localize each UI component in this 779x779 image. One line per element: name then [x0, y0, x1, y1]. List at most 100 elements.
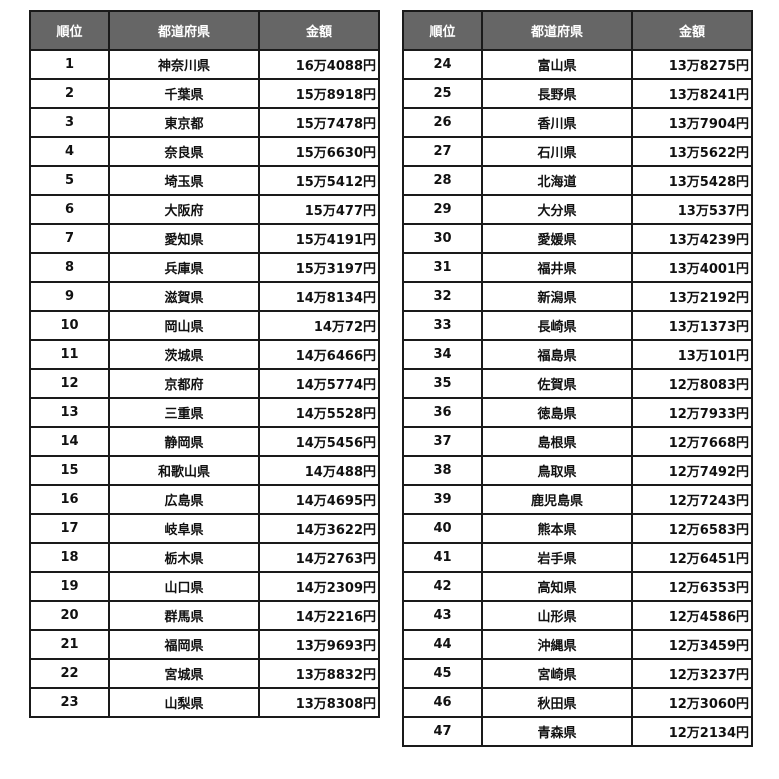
table-row: 40 熊本県 12万6583円	[402, 513, 753, 544]
header-row: 順位 都道府県 金額	[29, 10, 380, 51]
amount-cell: 14万72円	[258, 310, 380, 341]
table-row: 8 兵庫県 15万3197円	[29, 252, 380, 283]
amount-cell: 12万6451円	[631, 542, 753, 573]
amount-cell: 13万8241円	[631, 78, 753, 109]
table-row: 1 神奈川県 16万4088円	[29, 49, 380, 80]
table-row: 14 静岡県 14万5456円	[29, 426, 380, 457]
rank-cell: 39	[402, 484, 483, 515]
rank-cell: 4	[29, 136, 110, 167]
prefecture-cell: 熊本県	[481, 513, 633, 544]
amount-cell: 12万7668円	[631, 426, 753, 457]
rank-cell: 31	[402, 252, 483, 283]
table-row: 35 佐賀県 12万8083円	[402, 368, 753, 399]
amount-cell: 16万4088円	[258, 49, 380, 80]
amount-cell: 14万2309円	[258, 571, 380, 602]
amount-cell: 13万5622円	[631, 136, 753, 167]
prefecture-cell: 沖縄県	[481, 629, 633, 660]
amount-cell: 12万6583円	[631, 513, 753, 544]
prefecture-cell: 奈良県	[108, 136, 260, 167]
amount-cell: 12万3459円	[631, 629, 753, 660]
prefecture-cell: 秋田県	[481, 687, 633, 718]
prefecture-cell: 長野県	[481, 78, 633, 109]
amount-cell: 13万4001円	[631, 252, 753, 283]
ranking-table-left: 順位 都道府県 金額 1 神奈川県 16万4088円 2 千葉県 15万8918円 3 東京都…	[29, 10, 380, 718]
table-row: 41 岩手県 12万6451円	[402, 542, 753, 573]
prefecture-cell: 岐阜県	[108, 513, 260, 544]
table-row: 34 福島県 13万101円	[402, 339, 753, 370]
prefecture-cell: 三重県	[108, 397, 260, 428]
rank-cell: 21	[29, 629, 110, 660]
rank-cell: 5	[29, 165, 110, 196]
prefecture-cell: 徳島県	[481, 397, 633, 428]
prefecture-cell: 新潟県	[481, 281, 633, 312]
amount-cell: 14万4695円	[258, 484, 380, 515]
table-row: 44 沖縄県 12万3459円	[402, 629, 753, 660]
table-row: 33 長崎県 13万1373円	[402, 310, 753, 341]
prefecture-cell: 長崎県	[481, 310, 633, 341]
table-row: 11 茨城県 14万6466円	[29, 339, 380, 370]
table-row: 5 埼玉県 15万5412円	[29, 165, 380, 196]
prefecture-cell: 大分県	[481, 194, 633, 225]
rank-cell: 45	[402, 658, 483, 689]
table-row: 2 千葉県 15万8918円	[29, 78, 380, 109]
amount-cell: 15万3197円	[258, 252, 380, 283]
table-row: 37 島根県 12万7668円	[402, 426, 753, 457]
rank-cell: 42	[402, 571, 483, 602]
rank-cell: 11	[29, 339, 110, 370]
rank-cell: 24	[402, 49, 483, 80]
prefecture-cell: 和歌山県	[108, 455, 260, 486]
amount-cell: 12万7243円	[631, 484, 753, 515]
prefecture-cell: 鹿児島県	[481, 484, 633, 515]
table-row: 47 青森県 12万2134円	[402, 716, 753, 747]
rank-cell: 13	[29, 397, 110, 428]
header-prefecture: 都道府県	[108, 10, 260, 51]
table-row: 18 栃木県 14万2763円	[29, 542, 380, 573]
amount-cell: 12万6353円	[631, 571, 753, 602]
rank-cell: 9	[29, 281, 110, 312]
table-row: 45 宮崎県 12万3237円	[402, 658, 753, 689]
prefecture-cell: 山梨県	[108, 687, 260, 718]
ranking-table-right: 順位 都道府県 金額 24 富山県 13万8275円 25 長野県 13万8241円 26 香…	[402, 10, 753, 747]
prefecture-cell: 福岡県	[108, 629, 260, 660]
prefecture-cell: 千葉県	[108, 78, 260, 109]
prefecture-cell: 山形県	[481, 600, 633, 631]
amount-cell: 12万7933円	[631, 397, 753, 428]
prefecture-cell: 広島県	[108, 484, 260, 515]
table-row: 4 奈良県 15万6630円	[29, 136, 380, 167]
prefecture-cell: 大阪府	[108, 194, 260, 225]
amount-cell: 15万7478円	[258, 107, 380, 138]
rank-cell: 37	[402, 426, 483, 457]
rank-cell: 17	[29, 513, 110, 544]
prefecture-cell: 石川県	[481, 136, 633, 167]
prefecture-cell: 福井県	[481, 252, 633, 283]
amount-cell: 14万3622円	[258, 513, 380, 544]
rank-cell: 33	[402, 310, 483, 341]
table-row: 39 鹿児島県 12万7243円	[402, 484, 753, 515]
rank-cell: 40	[402, 513, 483, 544]
amount-cell: 13万2192円	[631, 281, 753, 312]
amount-cell: 13万8275円	[631, 49, 753, 80]
rank-cell: 18	[29, 542, 110, 573]
prefecture-cell: 京都府	[108, 368, 260, 399]
rank-cell: 3	[29, 107, 110, 138]
prefecture-cell: 兵庫県	[108, 252, 260, 283]
amount-cell: 12万8083円	[631, 368, 753, 399]
prefecture-cell: 埼玉県	[108, 165, 260, 196]
rank-cell: 36	[402, 397, 483, 428]
prefecture-cell: 愛媛県	[481, 223, 633, 254]
amount-cell: 15万5412円	[258, 165, 380, 196]
table-row: 22 宮城県 13万8832円	[29, 658, 380, 689]
rank-cell: 30	[402, 223, 483, 254]
prefecture-cell: 群馬県	[108, 600, 260, 631]
prefecture-cell: 島根県	[481, 426, 633, 457]
table-row: 17 岐阜県 14万3622円	[29, 513, 380, 544]
prefecture-cell: 福島県	[481, 339, 633, 370]
table-row: 42 高知県 12万6353円	[402, 571, 753, 602]
rank-cell: 1	[29, 49, 110, 80]
prefecture-cell: 高知県	[481, 571, 633, 602]
amount-cell: 15万4191円	[258, 223, 380, 254]
prefecture-cell: 愛知県	[108, 223, 260, 254]
header-row: 順位 都道府県 金額	[402, 10, 753, 51]
rank-cell: 10	[29, 310, 110, 341]
amount-cell: 15万8918円	[258, 78, 380, 109]
